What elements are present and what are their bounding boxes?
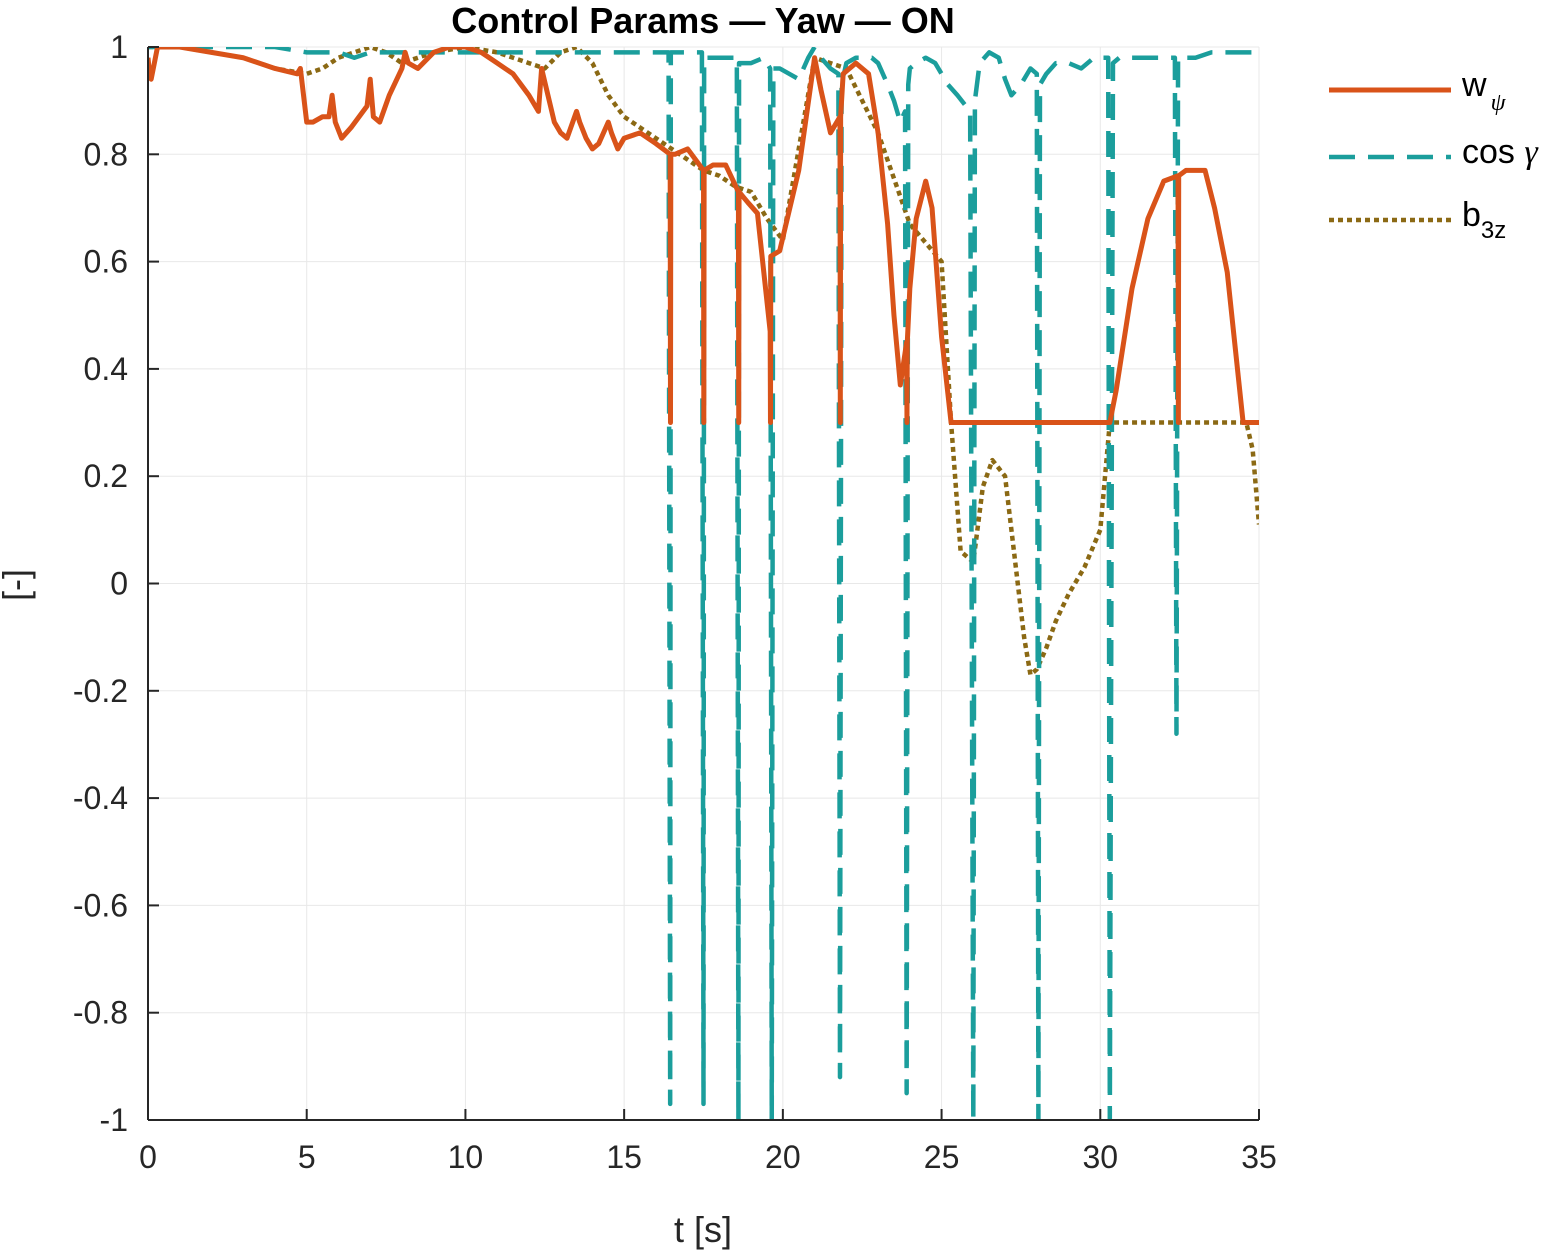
y-tick-label: 0.6 (84, 244, 128, 280)
y-tick-label: -1 (100, 1102, 128, 1138)
y-tick-label: -0.8 (73, 995, 128, 1031)
series-lines (148, 47, 1259, 1120)
x-tick-label: 20 (765, 1139, 801, 1175)
y-tick-label: 0.2 (84, 458, 128, 494)
y-tick-label: -0.6 (73, 887, 128, 923)
y-tick-label: 1 (110, 29, 128, 65)
y-tick-label: 0.8 (84, 136, 128, 172)
legend-label-b-3z: b3z (1462, 196, 1506, 244)
chart-title: Control Params — Yaw — ON (451, 0, 954, 41)
x-tick-label: 0 (139, 1139, 157, 1175)
y-axis-label: [-] (0, 569, 36, 601)
series-line-b-3z (148, 47, 1259, 677)
plot-area (148, 47, 1259, 1120)
ticks: 0 5 10 15 20 25 30 35 -1 -0.8 -0.6 -0.4 -0.2 0 0.2 0.4 0… (73, 29, 1277, 1175)
legend-label-cos-gamma: cos γ (1462, 133, 1539, 171)
y-tick-label: -0.4 (73, 780, 128, 816)
y-tick-label: 0 (110, 566, 128, 602)
x-tick-label: 15 (606, 1139, 642, 1175)
x-axis-label: t [s] (674, 1209, 732, 1250)
x-tick-label: 35 (1241, 1139, 1277, 1175)
y-tick-label: -0.2 (73, 673, 128, 709)
y-tick-label: 0.4 (84, 351, 128, 387)
legend: w ψ cos γ b3z (1329, 66, 1539, 244)
x-tick-label: 10 (448, 1139, 484, 1175)
series-line-w-psi (148, 47, 1259, 426)
x-tick-label: 30 (1082, 1139, 1118, 1175)
x-tick-label: 25 (924, 1139, 960, 1175)
x-tick-label: 5 (298, 1139, 316, 1175)
